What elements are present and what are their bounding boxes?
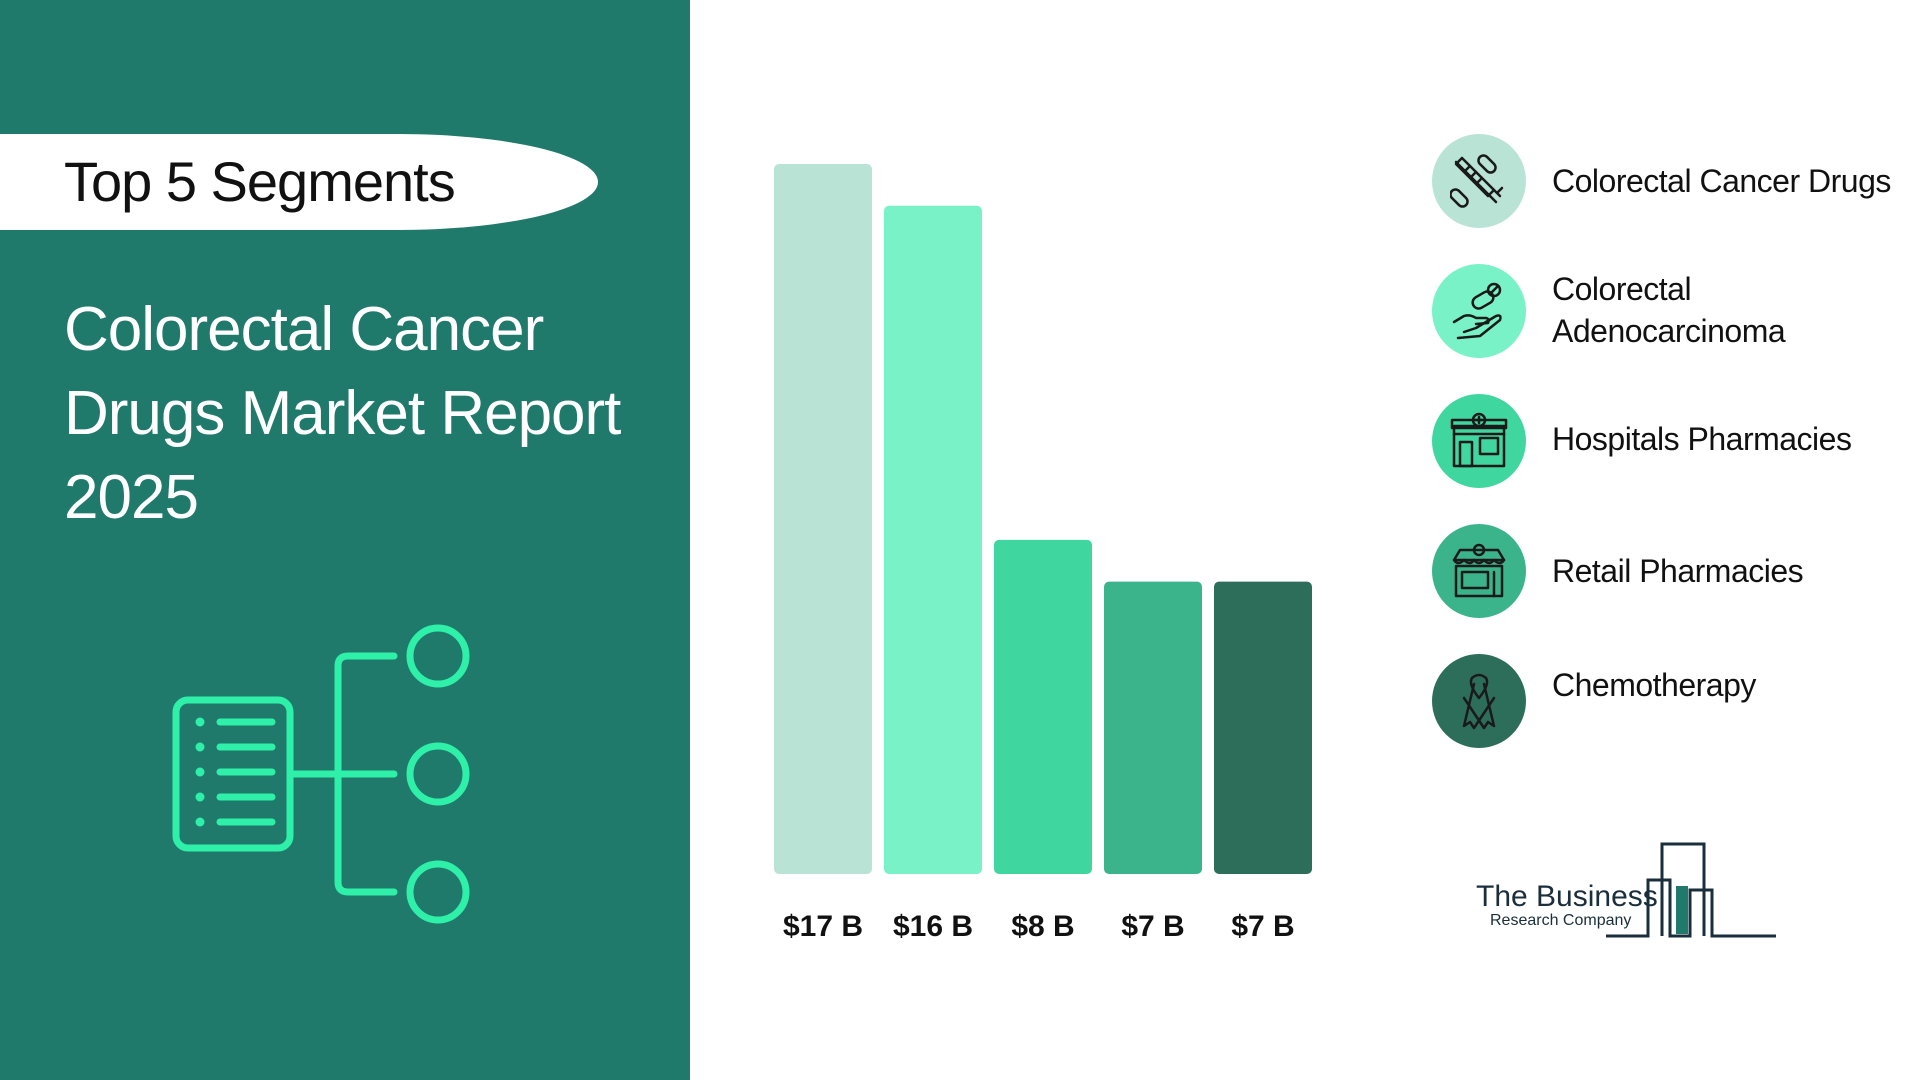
storefront-icon — [1452, 543, 1506, 598]
segments-pill: Top 5 Segments — [0, 134, 598, 230]
legend-label: Retail Pharmacies — [1552, 553, 1804, 589]
legend-swatch — [1432, 394, 1526, 488]
logo-line1: The Business — [1476, 880, 1658, 913]
bar-3 — [994, 539, 1092, 874]
bar-5 — [1214, 581, 1312, 874]
bar-value-label-3: $8 B — [1011, 910, 1075, 943]
legend-label: Hospitals Pharmacies — [1552, 421, 1852, 457]
syringe-pills-icon — [1450, 154, 1504, 208]
bar-2 — [884, 205, 982, 874]
bar-value-label-2: $16 B — [892, 910, 974, 943]
legend-label: Colorectal Cancer Drugs — [1552, 163, 1891, 199]
bar-1 — [774, 164, 872, 874]
legend-swatch — [1432, 654, 1526, 748]
bar-value-label-4: $7 B — [1121, 910, 1185, 943]
legend-label: Chemotherapy — [1552, 667, 1756, 703]
legend-swatch — [1432, 524, 1526, 618]
legend-swatch — [1432, 134, 1526, 228]
pharmacy-building-icon — [1450, 412, 1508, 468]
pill-title: Top 5 Segments — [64, 150, 456, 213]
hierarchy-list-icon — [168, 620, 478, 945]
bar-value-label-5: $7 B — [1231, 910, 1295, 943]
bar-4 — [1104, 581, 1202, 874]
bar-chart — [774, 164, 1312, 874]
logo-line2: Research Company — [1490, 912, 1632, 929]
logo-bars-icon — [1606, 842, 1776, 938]
legend-label: Colorectal Adenocarcinoma — [1552, 271, 1786, 349]
hand-pills-icon — [1452, 282, 1502, 340]
bar-value-label-1: $17 B — [782, 910, 864, 943]
left-panel: Top 5 Segments Colorectal Cancer Drugs M… — [0, 0, 690, 1080]
report-title: Colorectal Cancer Drugs Market Report 20… — [64, 295, 621, 532]
awareness-ribbon-icon — [1462, 673, 1496, 730]
legend-swatch — [1432, 264, 1526, 358]
